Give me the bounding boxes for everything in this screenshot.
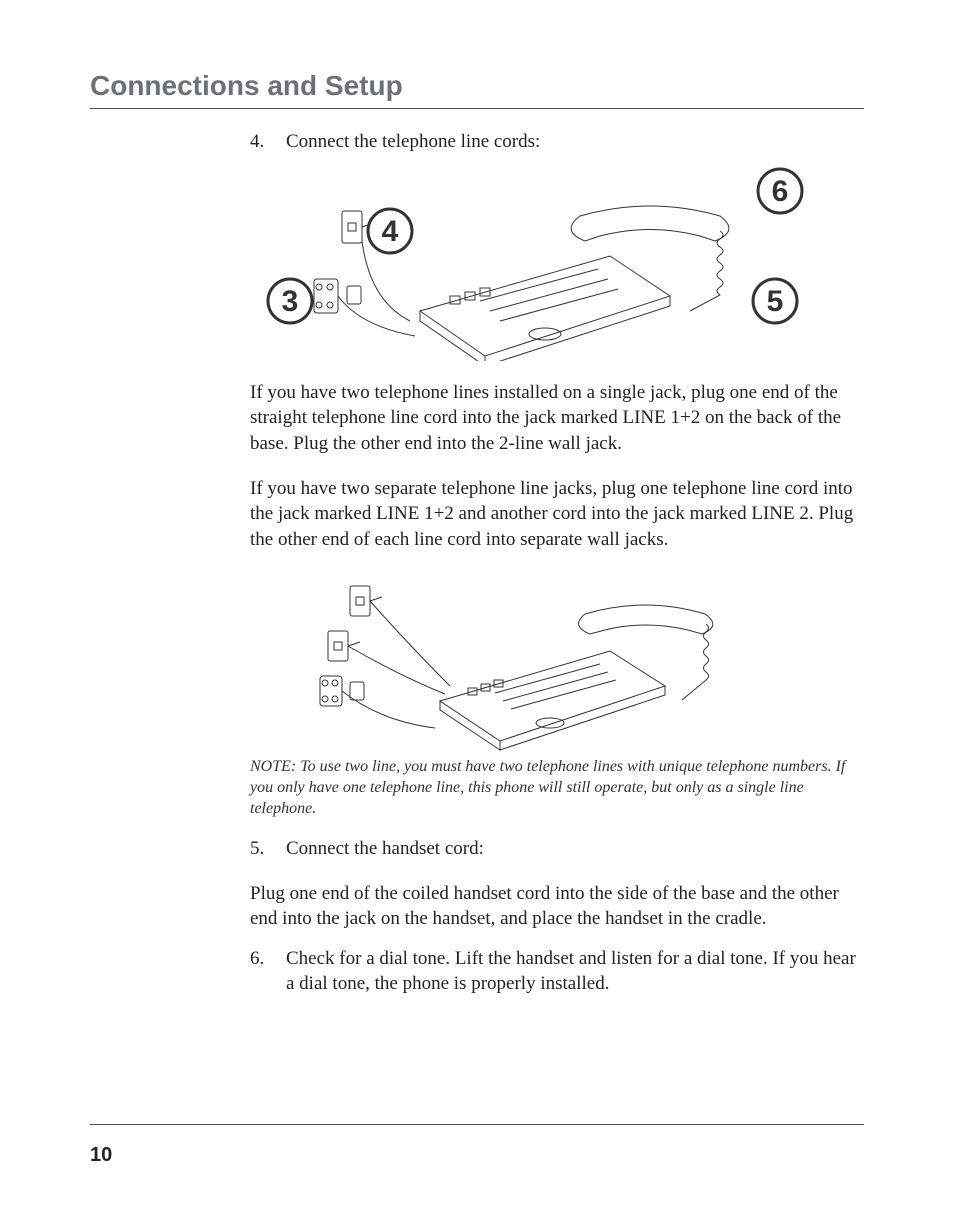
- step-4: 4. Connect the telephone line cords:: [250, 129, 864, 155]
- title-rule: [90, 108, 864, 109]
- step-6-number: 6.: [250, 946, 274, 997]
- step-4-text: Connect the telephone line cords:: [286, 129, 540, 155]
- step-5: 5. Connect the handset cord:: [250, 836, 864, 862]
- section-title: Connections and Setup: [90, 70, 864, 102]
- paragraph-handset-cord: Plug one end of the coiled handset cord …: [250, 881, 864, 932]
- note-two-line: NOTE: To use two line, you must have two…: [250, 757, 864, 819]
- step-6: 6. Check for a dial tone. Lift the hands…: [250, 946, 864, 997]
- callout-label-5: 5: [767, 285, 784, 318]
- figure-2: [290, 566, 760, 751]
- step-4-number: 4.: [250, 129, 274, 155]
- callout-label-6: 6: [772, 175, 789, 208]
- step-5-text: Connect the handset cord:: [286, 836, 484, 862]
- figure-1: 3 4 5 6: [250, 161, 810, 361]
- step-6-text: Check for a dial tone. Lift the handset …: [286, 946, 864, 997]
- page-number: 10: [90, 1144, 112, 1167]
- footer-rule: [90, 1124, 864, 1125]
- content-column: 4. Connect the telephone line cords:: [250, 129, 864, 997]
- step-5-number: 5.: [250, 836, 274, 862]
- paragraph-single-jack: If you have two telephone lines installe…: [250, 380, 864, 457]
- callout-label-4: 4: [382, 215, 399, 248]
- callout-label-3: 3: [282, 285, 299, 318]
- paragraph-separate-jacks: If you have two separate telephone line …: [250, 476, 864, 553]
